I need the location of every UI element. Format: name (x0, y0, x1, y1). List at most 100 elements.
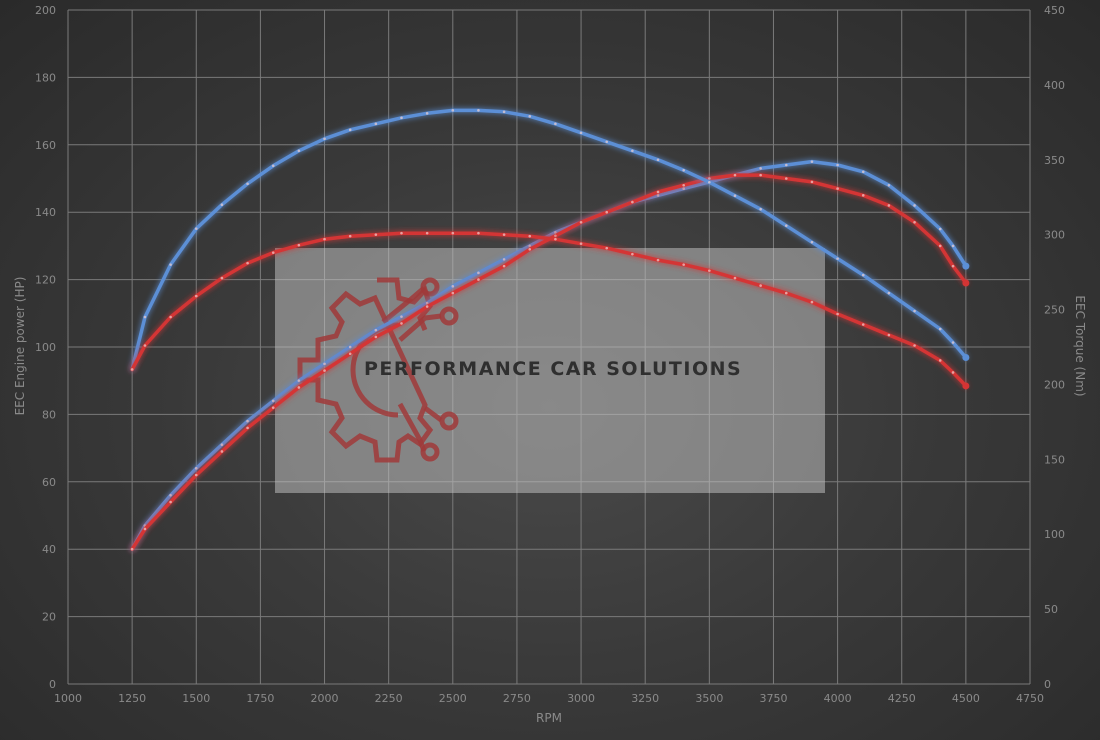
x-tick-label-4: 2000 (311, 692, 339, 705)
series-group (130, 108, 970, 551)
series-1-point-33 (951, 264, 955, 268)
series-1-point-30 (887, 204, 891, 207)
series-2-point-1 (143, 315, 147, 319)
series-1-point-10 (374, 335, 378, 339)
series-2-point-27 (810, 240, 814, 244)
series-0-point-7 (297, 379, 301, 383)
series-0-point-33 (951, 244, 955, 248)
series-0-point-8 (323, 362, 326, 366)
y-axis-right-ticks: 0 50 100 150 200 250 300 350 400 450 (1044, 4, 1065, 691)
y-left-tick-label-9: 180 (35, 71, 56, 84)
series-0-point-21 (656, 194, 660, 197)
series-3-point-33 (951, 371, 955, 374)
series-2-point-31 (913, 309, 916, 313)
series-3-point-24 (733, 276, 737, 280)
series-3-point-30 (887, 333, 891, 337)
series-1-point-32 (938, 244, 942, 248)
y-right-tick-label-7: 350 (1044, 154, 1065, 167)
series-3-point-16 (528, 234, 532, 238)
series-0-point-14 (477, 271, 480, 275)
y-right-tick-label-8: 400 (1044, 79, 1065, 92)
series-1-point-25 (759, 173, 762, 177)
watermark-text: PERFORMANCE CAR SOLUTIONS (364, 358, 742, 380)
series-2-point-5 (246, 182, 249, 186)
series-3-point-15 (502, 233, 506, 236)
series-1-point-3 (194, 473, 198, 477)
series-2-point-18 (579, 131, 583, 135)
series-0-point-11 (400, 315, 403, 318)
series-0-point-4 (220, 443, 224, 447)
series-2-point-21 (656, 158, 660, 162)
series-2-point-7 (297, 149, 301, 153)
series-1-point-14 (477, 278, 480, 281)
series-0-point-15 (502, 258, 506, 261)
series-0-point-26 (784, 163, 788, 167)
y-right-tick-label-4: 200 (1044, 378, 1065, 391)
series-1-point-27 (810, 180, 814, 184)
series-2-point-25 (759, 207, 762, 211)
series-0-point-31 (913, 204, 916, 207)
series-2-end-marker (962, 353, 970, 361)
series-3-end-marker (962, 382, 970, 390)
series-3-point-13 (451, 231, 455, 235)
series-1-point-22 (682, 183, 685, 187)
series-3-point-10 (374, 233, 378, 236)
y-right-tick-label-0: 0 (1044, 678, 1051, 691)
x-tick-label-8: 3000 (567, 692, 595, 705)
series-2-point-14 (477, 109, 480, 112)
series-2-point-9 (348, 128, 352, 132)
series-0-point-25 (759, 167, 762, 170)
series-2-point-32 (938, 327, 942, 331)
y-left-tick-label-7: 140 (35, 206, 56, 219)
series-0-point-16 (528, 244, 532, 248)
x-tick-label-5: 2250 (375, 692, 403, 705)
series-1-point-13 (451, 291, 455, 295)
series-0-point-3 (194, 467, 198, 470)
series-1-point-23 (708, 177, 711, 180)
series-2-point-12 (425, 112, 429, 115)
x-tick-label-11: 3750 (759, 692, 787, 705)
y-right-tick-label-1: 50 (1044, 603, 1058, 616)
series-1-point-29 (861, 194, 865, 197)
series-0-point-13 (451, 285, 455, 288)
series-0-point-30 (887, 183, 891, 187)
series-1-point-21 (656, 190, 660, 194)
y-axis-left-ticks: 0 20 40 60 80 100 120 140 160 180 200 (35, 4, 56, 691)
series-2-point-30 (887, 291, 891, 295)
series-2-point-13 (451, 109, 455, 112)
series-1-point-2 (169, 500, 172, 504)
series-2-point-33 (951, 341, 955, 344)
y-left-tick-label-3: 60 (42, 476, 56, 489)
series-1-point-4 (220, 450, 224, 453)
x-tick-label-2: 1500 (182, 692, 210, 705)
series-3-point-14 (477, 231, 480, 235)
series-2-point-11 (400, 116, 403, 120)
series-3-point-27 (810, 300, 814, 304)
series-1-point-18 (579, 221, 583, 224)
y-left-tick-label-8: 160 (35, 139, 56, 152)
x-axis-ticks: 1000 1250 1500 1750 2000 2250 2500 2750 3000 3250… (54, 692, 1044, 705)
series-2-point-2 (169, 263, 172, 266)
series-3-point-17 (554, 237, 557, 241)
series-1-point-20 (631, 200, 634, 204)
series-0-point-28 (836, 163, 839, 167)
x-tick-label-7: 2750 (503, 692, 531, 705)
series-2-point-19 (605, 140, 609, 144)
series-3-point-11 (400, 231, 403, 235)
series-3-point-21 (656, 258, 660, 262)
series-3-point-29 (861, 323, 865, 326)
y-right-tick-label-9: 450 (1044, 4, 1065, 17)
y-right-tick-label-5: 250 (1044, 304, 1065, 317)
series-3-point-25 (759, 284, 762, 287)
y-left-tick-label-5: 100 (35, 341, 56, 354)
series-3-point-19 (605, 246, 609, 250)
series-1-point-1 (143, 527, 147, 531)
x-tick-label-15: 4750 (1016, 692, 1044, 705)
series-3-point-5 (246, 261, 249, 265)
series-0-point-32 (938, 227, 942, 231)
x-tick-label-3: 1750 (246, 692, 274, 705)
series-2-point-26 (784, 224, 788, 227)
y-left-tick-label-10: 200 (35, 4, 56, 17)
series-2-point-8 (323, 137, 326, 141)
